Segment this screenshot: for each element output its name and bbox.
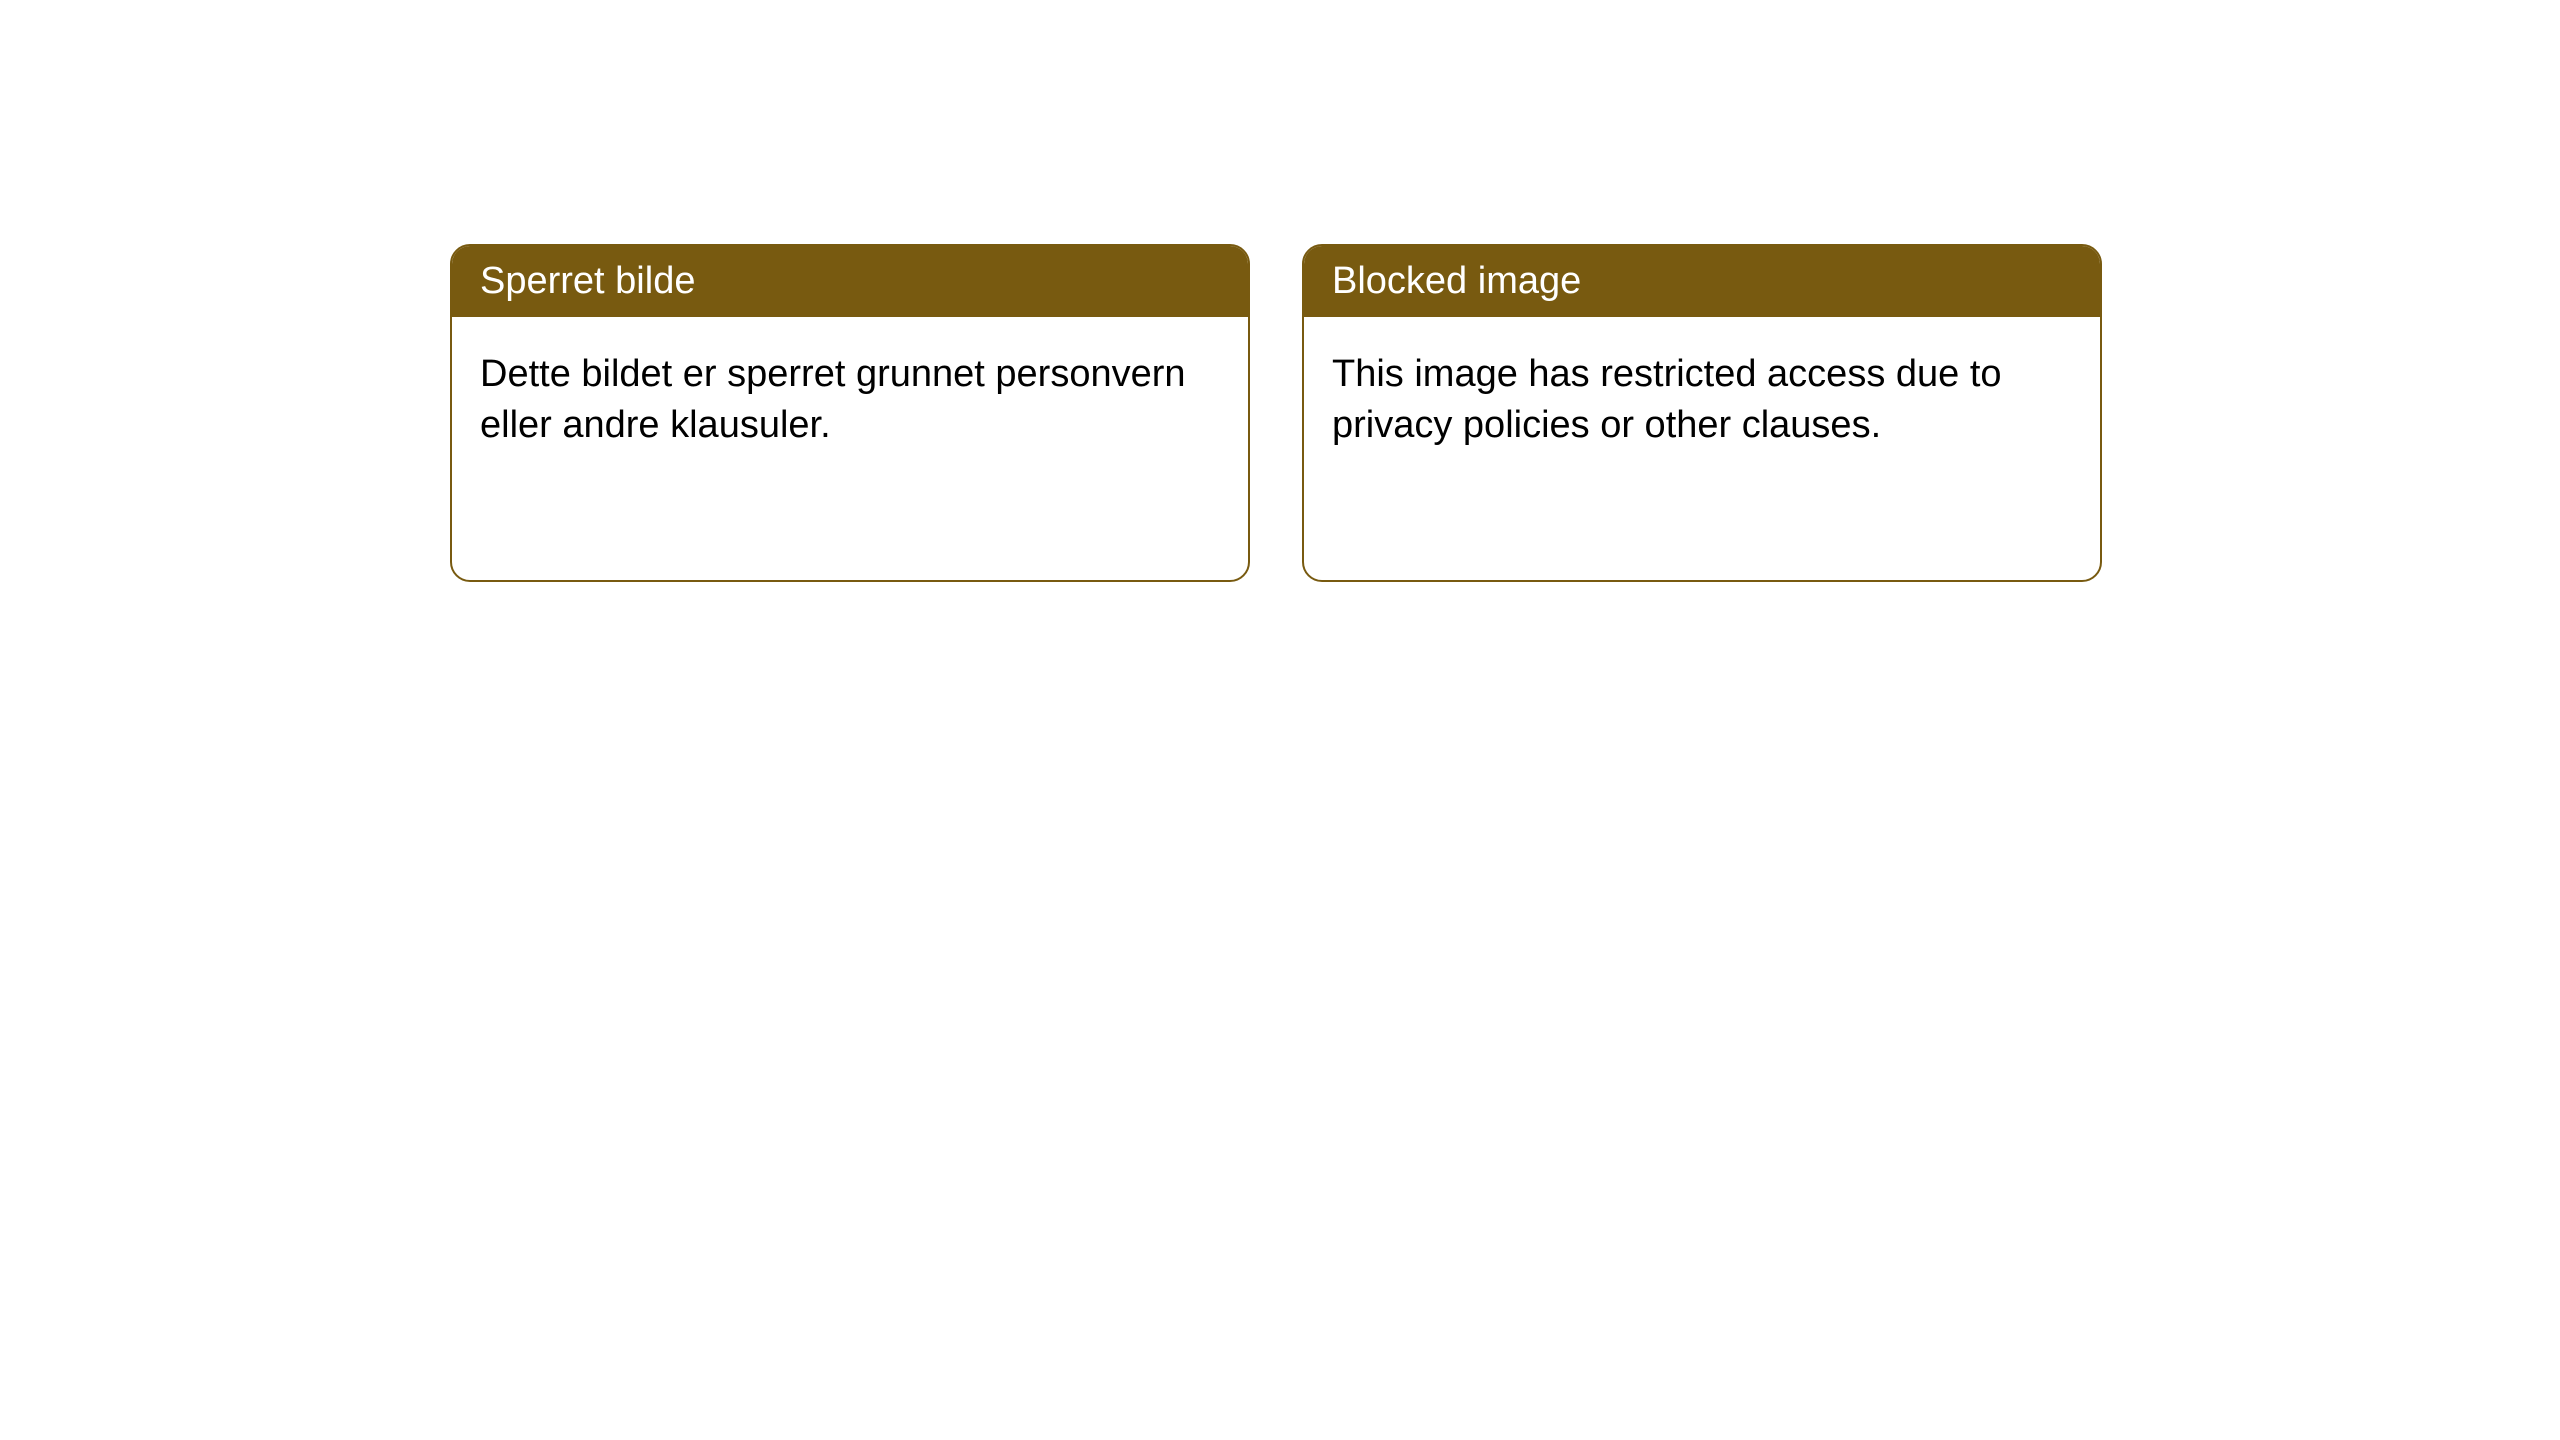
notice-cards-container: Sperret bilde Dette bildet er sperret gr… [0,0,2560,582]
card-body: This image has restricted access due to … [1304,317,2100,484]
notice-card-english: Blocked image This image has restricted … [1302,244,2102,582]
card-header: Blocked image [1304,246,2100,317]
card-body-text: Dette bildet er sperret grunnet personve… [480,353,1186,446]
notice-card-norwegian: Sperret bilde Dette bildet er sperret gr… [450,244,1250,582]
card-body-text: This image has restricted access due to … [1332,353,2002,446]
card-body: Dette bildet er sperret grunnet personve… [452,317,1248,484]
card-title: Blocked image [1332,260,1581,302]
card-title: Sperret bilde [480,260,695,302]
card-header: Sperret bilde [452,246,1248,317]
